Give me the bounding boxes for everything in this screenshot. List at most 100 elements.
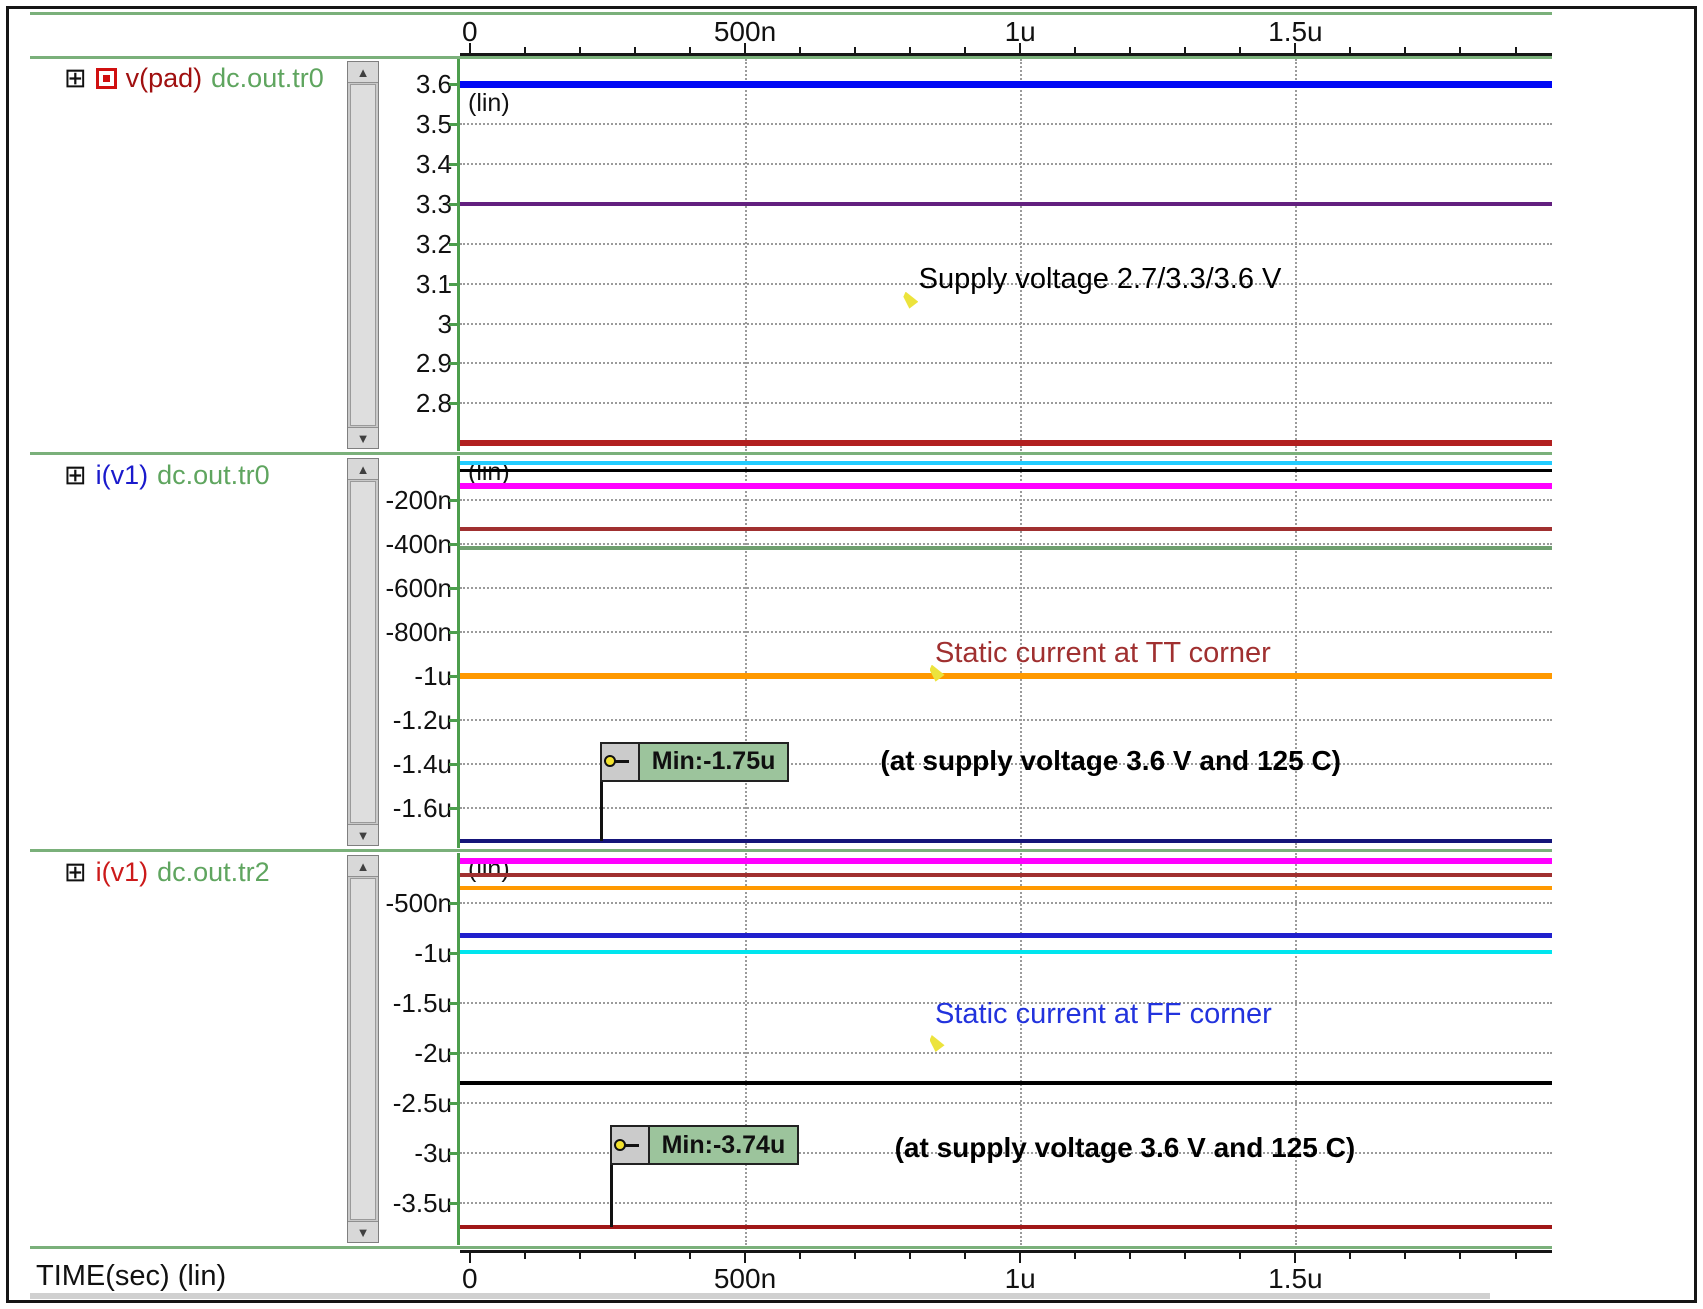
waveform-panel-1[interactable]: ⊞ v(pad) dc.out.tr0 ▲ ▼ (lin) Supply voltage 2… [30, 59, 1552, 451]
min-flag[interactable]: Min:-1.75u [599, 741, 790, 782]
time-axis-line [460, 53, 1552, 56]
h-gridline [460, 762, 1552, 765]
trace-line[interactable] [460, 546, 1552, 551]
y-tick-label: -1.2u [392, 704, 452, 735]
trace-line[interactable] [460, 858, 1552, 864]
signal-name[interactable]: v(pad) [125, 63, 203, 93]
annotation-text: Static current at TT corner [935, 636, 1271, 669]
y-tick-label: 3.5 [415, 109, 452, 140]
trace-line[interactable] [460, 1225, 1552, 1229]
min-flag[interactable]: Min:-3.74u [609, 1125, 800, 1165]
v-gridline [745, 59, 747, 451]
time-axis-line [460, 1250, 1552, 1253]
time-tick-mark [964, 1253, 967, 1259]
y-tick-mark [449, 1152, 457, 1155]
time-tick-mark [744, 43, 746, 53]
v-gridline [1295, 456, 1298, 848]
trace-line[interactable] [460, 886, 1552, 890]
expand-icon[interactable]: ⊞ [64, 63, 87, 93]
time-tick-mark [1459, 47, 1462, 53]
panel-separator [30, 56, 1552, 59]
trace-line[interactable] [460, 950, 1552, 954]
scroll-down-button[interactable]: ▼ [348, 427, 378, 448]
trace-line[interactable] [460, 80, 1552, 88]
trace-line[interactable] [460, 526, 1552, 531]
waveform-panel-3[interactable]: ⊞ i(v1) dc.out.tr2 ▲ ▼ (lin) Static current at… [30, 853, 1552, 1245]
waveform-panel-2[interactable]: ⊞i(v1)dc.out.tr0▲▼(lin)Static current at… [30, 456, 1552, 848]
trace-line[interactable] [460, 469, 1552, 473]
y-tick-label: 2.8 [415, 388, 452, 419]
h-gridline [460, 242, 1552, 245]
plot-area[interactable]: (lin)Static current at TT corner(at supp… [460, 456, 1552, 848]
y-tick-mark [449, 362, 457, 366]
scrollbar-thumb[interactable] [350, 878, 376, 1220]
h-gridline [460, 402, 1552, 405]
scroll-up-button[interactable]: ▲ [348, 459, 378, 480]
horizontal-scrollbar[interactable] [30, 1293, 1490, 1299]
signal-name[interactable]: i(v1) [95, 857, 149, 887]
annotation-text: (at supply voltage 3.6 V and 125 C) [894, 1132, 1356, 1163]
panel-scrollbar[interactable]: ▲ ▼ [347, 458, 379, 846]
y-tick-mark [449, 402, 457, 406]
h-gridline [460, 1102, 1552, 1104]
flag-stem [609, 1163, 613, 1227]
dataset-name: dc.out.tr0 [157, 460, 270, 490]
expand-icon[interactable]: ⊞ [64, 857, 87, 887]
scroll-down-button[interactable]: ▼ [348, 824, 378, 845]
trace-line[interactable] [460, 873, 1552, 877]
trace-line[interactable] [460, 932, 1552, 938]
time-tick-mark [688, 1253, 691, 1259]
scroll-up-button[interactable]: ▲ [348, 856, 378, 877]
y-tick-label: -500n [385, 888, 453, 918]
trace-line[interactable] [460, 838, 1552, 843]
time-tick-mark [1459, 1253, 1462, 1259]
time-tick-mark [1184, 1253, 1187, 1259]
y-tick-label: 3.2 [415, 228, 452, 259]
time-tick-mark [909, 1253, 912, 1259]
time-tick-mark [1239, 1253, 1242, 1259]
time-tick-mark [523, 47, 526, 53]
y-tick-label: -3u [414, 1138, 452, 1168]
trace-line[interactable] [460, 482, 1552, 489]
plot-area[interactable]: (lin) Supply voltage 2.7/3.3/3.6 V [460, 59, 1552, 451]
expand-icon[interactable]: ⊞ [64, 460, 87, 490]
scrollbar-thumb[interactable] [350, 84, 376, 426]
scroll-down-button[interactable]: ▼ [348, 1221, 378, 1242]
trace-line[interactable] [460, 460, 1552, 465]
y-tick-label: -1u [414, 938, 452, 968]
h-gridline [460, 718, 1552, 721]
time-tick-label: 500n [713, 1263, 777, 1294]
v-gridline [745, 853, 747, 1245]
y-tick-label: 3.3 [415, 189, 452, 219]
y-tick-mark [449, 242, 457, 246]
min-flag-label: Min:-3.74u [661, 1130, 786, 1159]
y-tick-label: -1u [414, 660, 452, 691]
y-tick-label: -3.5u [392, 1188, 452, 1218]
time-tick-label: 1.5u [1268, 16, 1323, 47]
trace-line[interactable] [460, 1081, 1552, 1085]
y-axis-line [457, 59, 460, 451]
plot-area[interactable]: (lin) Static current at FF corner (at supp… [460, 853, 1552, 1245]
h-gridline [460, 630, 1552, 633]
marker-dot [102, 75, 110, 82]
trace-line[interactable] [460, 672, 1552, 679]
y-tick-label: 3 [437, 308, 452, 339]
signal-label: ⊞ i(v1) dc.out.tr2 [64, 857, 270, 888]
y-tick-mark [449, 203, 457, 206]
time-tick-mark [1514, 1253, 1517, 1259]
y-tick-mark [449, 952, 457, 955]
y-tick-mark [449, 630, 457, 634]
y-tick-mark [449, 1102, 457, 1105]
bottom-time-axis: 0 500n 1u 1.5u [460, 1250, 1552, 1294]
h-gridline [460, 123, 1552, 126]
time-tick-mark [909, 47, 912, 53]
panel-scrollbar[interactable]: ▲ ▼ [347, 61, 379, 449]
scroll-up-button[interactable]: ▲ [348, 62, 378, 83]
time-tick-mark [633, 1253, 636, 1259]
signal-name[interactable]: i(v1) [95, 460, 149, 490]
scrollbar-thumb[interactable] [350, 481, 376, 823]
trace-line[interactable] [460, 440, 1552, 447]
time-tick-label: 500n [713, 16, 777, 47]
panel-scrollbar[interactable]: ▲ ▼ [347, 855, 379, 1243]
trace-line[interactable] [460, 202, 1552, 206]
